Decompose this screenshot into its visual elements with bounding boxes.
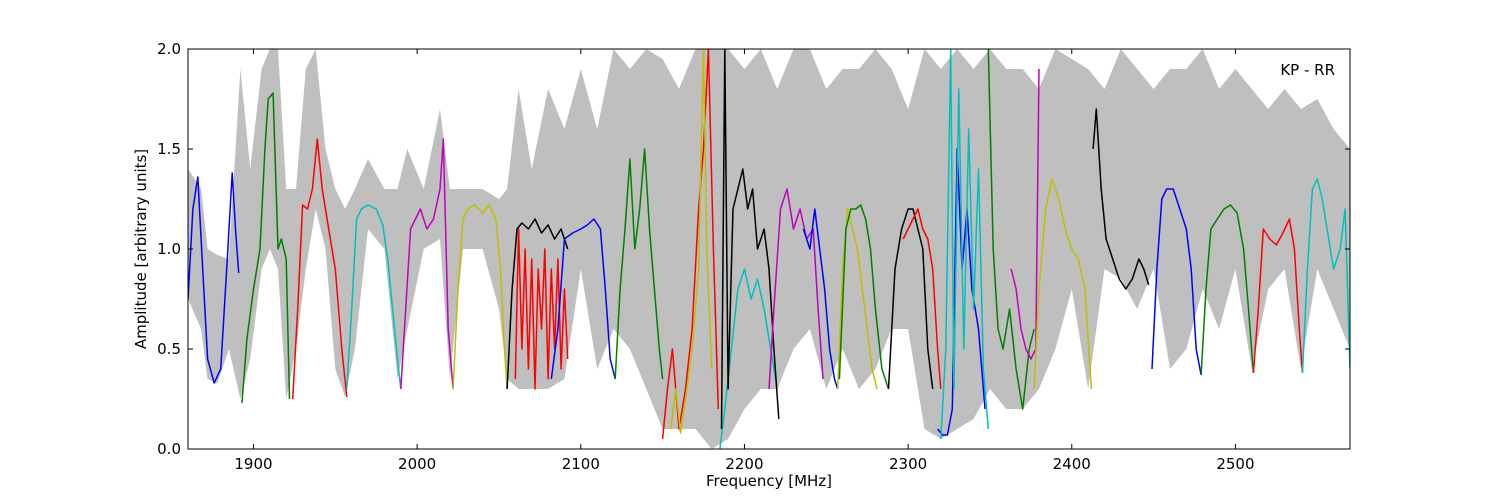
series-line-21	[937, 148, 986, 436]
series-line-26	[1092, 108, 1150, 290]
series-line-25	[1033, 178, 1093, 390]
y-tick-label: 1.5	[157, 140, 181, 158]
series-line-3	[291, 138, 348, 400]
series-line-19	[887, 208, 934, 390]
series-line-7	[506, 218, 569, 390]
series-line-1	[188, 172, 240, 384]
envelope-band	[188, 49, 1350, 449]
series-line-18	[838, 204, 890, 390]
y-tick-label: 2.0	[157, 40, 181, 58]
series-line-10	[614, 148, 664, 380]
y-tick-label: 1.0	[157, 240, 181, 258]
series-line-30	[1301, 178, 1350, 374]
x-tick-label: 2200	[725, 455, 763, 473]
x-tick-label: 2400	[1053, 455, 1091, 473]
series-line-12	[670, 49, 713, 434]
series-line-11	[661, 49, 720, 440]
plot-area	[188, 49, 1350, 449]
series-line-17	[836, 208, 878, 390]
x-tick-label: 2100	[562, 455, 600, 473]
x-tick-label: 2000	[398, 455, 436, 473]
series-line-27	[1151, 188, 1202, 376]
series-line-23	[987, 49, 1035, 410]
series-line-16	[802, 208, 839, 390]
series-line-15	[768, 188, 824, 390]
series-line-4	[346, 204, 402, 390]
series-line-20	[902, 208, 942, 390]
x-tick-label: 2500	[1216, 455, 1254, 473]
series-line-28	[1200, 204, 1255, 376]
x-tick-label: 2300	[889, 455, 927, 473]
y-tick-label: 0.5	[157, 340, 181, 358]
series-line-5	[400, 138, 454, 390]
series-line-14	[720, 49, 780, 430]
series-line-9	[550, 218, 616, 380]
series-line-29	[1252, 218, 1304, 374]
station-annotation: KP - RR	[1280, 61, 1335, 79]
series-line-8	[514, 228, 569, 390]
x-axis-label: Frequency [MHz]	[706, 472, 832, 490]
x-tick-label: 1900	[234, 455, 272, 473]
y-axis-label: Amplitude [arbitrary units]	[132, 149, 150, 349]
axis-ticks: 1900 2000 2100 2200 2300 2400 2500 0.0 0.5 1.0 1.5…	[157, 40, 1350, 473]
y-tick-label: 0.0	[157, 440, 181, 458]
series-line-22	[940, 49, 990, 440]
series-line-2	[241, 92, 291, 404]
series-line-6	[452, 204, 508, 390]
